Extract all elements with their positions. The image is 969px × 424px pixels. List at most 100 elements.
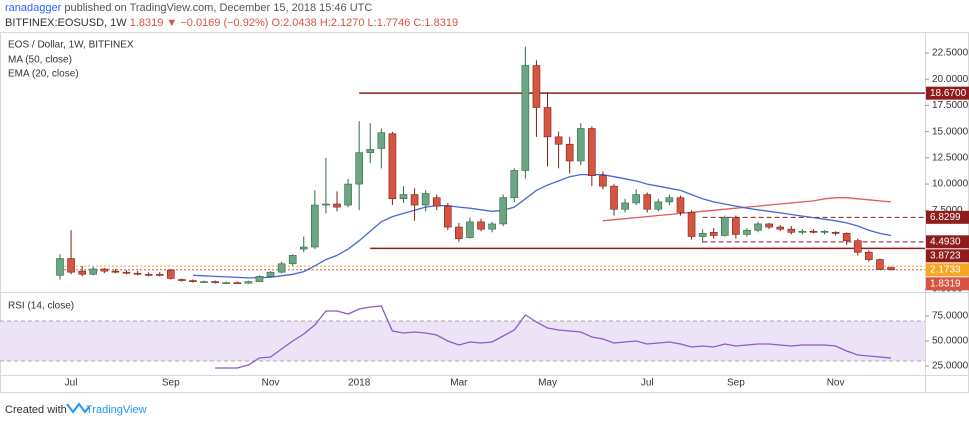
candle-body — [787, 228, 796, 233]
candle-body — [743, 229, 751, 235]
x-tick-label: Jul — [65, 378, 78, 389]
candle-body — [477, 221, 485, 230]
candle-body — [853, 240, 862, 253]
footer-text: Created with — [5, 404, 67, 416]
candle-body — [720, 217, 729, 236]
x-tick-label: 2018 — [348, 378, 371, 389]
candle-body — [366, 149, 375, 153]
header-line: ranadagger published on TradingView.com,… — [5, 2, 372, 14]
candle-body — [288, 255, 297, 265]
candle-body — [78, 270, 86, 275]
candle-body — [56, 258, 64, 276]
level-label: 6.8299 — [930, 212, 961, 223]
legend-entry: MA (50, close) — [8, 55, 72, 66]
y-tick-label: 10.0000 — [932, 179, 969, 190]
candle-body — [610, 185, 618, 210]
rsi-tick-label: 75.0000 — [932, 311, 969, 322]
candle-body — [455, 226, 463, 239]
x-tick-label: Nov — [262, 378, 280, 389]
y-tick-label: 20.0000 — [932, 74, 969, 85]
candle-body — [244, 281, 253, 284]
level-label: 2.1733 — [930, 264, 961, 275]
rsi-tick-label: 25.0000 — [932, 361, 969, 372]
candle-body — [865, 251, 873, 260]
candle-body — [820, 230, 829, 233]
candle-body — [388, 133, 397, 200]
candle-body — [255, 276, 264, 282]
candle-body — [355, 152, 363, 185]
quote-line: BITFINEX:EOSUSD, 1W 1.8319 ▼ −0.0169 (−0… — [5, 17, 458, 29]
candle-body — [831, 232, 840, 234]
level-label-box — [926, 249, 969, 263]
candle-body — [410, 194, 419, 206]
candle-body — [189, 280, 197, 282]
candle-body — [599, 175, 607, 187]
candle-body — [698, 233, 707, 237]
candle-body — [443, 205, 452, 228]
candle-body — [488, 223, 496, 230]
ohlc: C:1.8319 — [413, 17, 458, 29]
candle-body — [432, 197, 441, 207]
candle-body — [144, 273, 153, 276]
level-label: 3.8723 — [930, 250, 961, 261]
level-label: 18.6700 — [930, 88, 967, 99]
candle-body — [643, 194, 652, 210]
logo — [66, 402, 90, 414]
x-tick-label: Mar — [450, 378, 468, 389]
y-tick-label: 22.5000 — [932, 48, 969, 59]
candle-body — [399, 194, 408, 200]
candle-body — [510, 170, 519, 199]
author: ranadagger — [5, 2, 62, 14]
candle-body — [155, 273, 164, 276]
candle-body — [122, 271, 131, 274]
candle-body — [876, 259, 884, 270]
candle-body — [621, 202, 629, 210]
rsi-band — [0, 321, 925, 361]
candle-body — [754, 223, 762, 231]
candle-body — [576, 128, 585, 162]
candle-body — [421, 193, 430, 206]
candle-body — [277, 263, 286, 273]
x-tick-label: Nov — [827, 378, 845, 389]
candle-body — [732, 217, 740, 235]
indicator-line — [602, 197, 892, 222]
candle-body — [776, 226, 785, 230]
legend-entry: EMA (20, close) — [8, 69, 79, 80]
candle-body — [167, 269, 175, 279]
ohlc: L:1.7746 — [368, 17, 411, 29]
y-tick-label: 17.5000 — [932, 100, 969, 111]
level-label-box — [926, 235, 969, 249]
candle-body — [377, 132, 386, 149]
level-label-box — [926, 210, 969, 224]
indicator-line — [192, 173, 892, 279]
legend-title: EOS / Dollar, 1W, BITFINEX — [8, 40, 134, 51]
quote: 1.8319 ▼ −0.0169 (−0.92%) — [130, 17, 269, 29]
candle-body — [543, 107, 552, 138]
candle-body — [466, 221, 474, 238]
x-tick-label: Sep — [727, 378, 745, 389]
level-label: 1.8319 — [930, 278, 961, 289]
candle-body — [322, 203, 330, 206]
rsi-legend: RSI (14, close) — [8, 301, 74, 312]
footer-brand: TradingView — [86, 404, 147, 416]
candle-body — [200, 281, 208, 283]
level-label: 4.4930 — [930, 236, 961, 247]
candle-body — [133, 272, 142, 275]
candle-body — [632, 194, 640, 204]
candle-body — [654, 201, 663, 210]
candle-body — [299, 246, 308, 250]
candle-body — [842, 233, 851, 242]
candle-body — [311, 204, 319, 248]
candle-body — [687, 212, 696, 237]
candle-body — [178, 279, 186, 281]
candle-body — [765, 223, 773, 228]
x-tick-label: May — [538, 378, 557, 389]
published: published on TradingView.com, December 1… — [64, 2, 372, 14]
x-tick-label: Sep — [162, 378, 180, 389]
candle-body — [67, 258, 75, 273]
y-tick-label: 7.5000 — [932, 205, 963, 216]
candle-body — [565, 143, 574, 162]
candle-body — [266, 271, 275, 277]
rsi-tick-label: 50.0000 — [932, 336, 969, 347]
